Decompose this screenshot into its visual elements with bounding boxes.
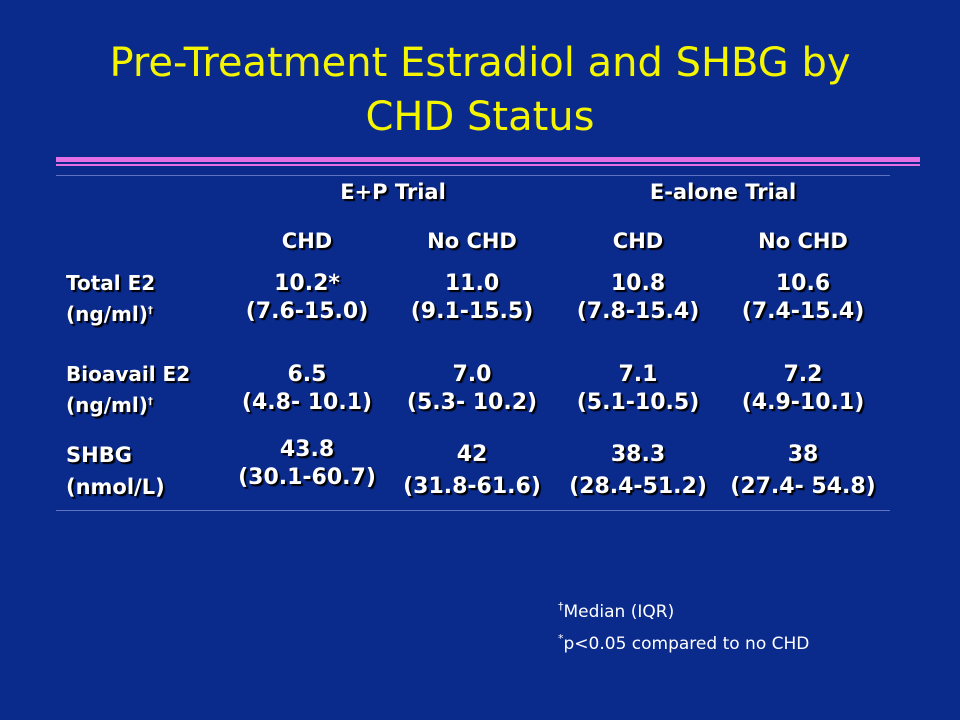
title-divider-secondary [56,164,920,166]
row-label-line-1: Bioavail E2 [66,362,191,386]
table-cell: 10.8 (7.8-15.4) [576,271,700,324]
table-cell: 42 (31.8-61.6) [403,442,541,499]
table-cell: 6.5 (4.8- 10.1) [241,362,373,415]
row-label-bioavail-e2: Bioavail E2 (ng/ml)† [66,361,190,419]
table-top-border [56,175,890,176]
dagger-mark: † [147,396,153,407]
row-label-line-1: Total E2 [66,271,156,295]
slide-title-line-2: CHD Status [365,94,595,140]
row-label-line-1: SHBG [66,443,132,467]
table-cell: 7.0 (5.3- 10.2) [406,362,538,415]
footnote-significance: *p<0.05 compared to no CHD [558,632,810,654]
table-cell: 10.6 (7.4-15.4) [741,271,865,324]
table-cell: 7.2 (4.9-10.1) [741,362,865,415]
row-label-total-e2: Total E2 (ng/ml)† [66,270,155,328]
dagger-mark: † [147,305,153,316]
asterisk-mark: * [558,632,564,645]
dagger-mark: † [558,600,564,613]
table-cell: 38.3 (28.4-51.2) [569,442,707,499]
footnote-median-iqr: †Median (IQR) [558,600,675,622]
group-header-ep: E+P Trial [340,180,446,204]
table-bottom-border [56,510,890,511]
row-label-line-2: (ng/ml)† [66,393,153,417]
table-cell: 43.8 (30.1-60.7) [238,437,376,490]
group-header-ealone: E-alone Trial [649,180,797,204]
row-label-line-2: (ng/ml)† [66,302,153,326]
column-header-ep-chd: CHD [281,229,333,253]
row-label-shbg: SHBG (nmol/L) [66,439,165,503]
table-cell: 10.2* (7.6-15.0) [245,271,369,324]
column-header-ep-no-chd: No CHD [427,229,517,253]
slide-title-line-1: Pre-Treatment Estradiol and SHBG by [109,40,851,86]
table-cell: 7.1 (5.1-10.5) [576,362,700,415]
column-header-ealone-no-chd: No CHD [758,229,848,253]
row-label-line-2: (nmol/L) [66,475,165,499]
table-cell: 11.0 (9.1-15.5) [410,271,534,324]
table-cell: 38 (27.4- 54.8) [730,442,876,499]
title-divider [56,157,920,162]
column-header-ealone-chd: CHD [612,229,664,253]
slide-title: Pre-Treatment Estradiol and SHBG by CHD … [0,36,960,144]
